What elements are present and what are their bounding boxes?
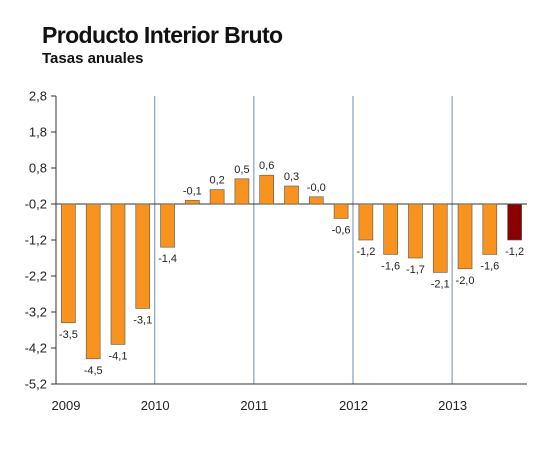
bars <box>61 174 522 360</box>
axes: 2,8 1,8 0,8 -0,2 -1,2 -2,2 -3,2 -4,2 -5,2 2009 201… <box>25 89 527 413</box>
x-year-label-2010: 2010 <box>141 398 170 413</box>
bar-5 <box>185 200 200 205</box>
bar-3 <box>135 203 151 309</box>
data-label-4: -1,4 <box>158 253 177 265</box>
data-label-7: 0,5 <box>234 164 249 176</box>
bar-14 <box>408 203 423 259</box>
data-label-12: -1,2 <box>356 246 375 258</box>
x-year-label-2011: 2011 <box>240 398 268 413</box>
data-label-15: -2,1 <box>431 278 450 290</box>
data-label-6: 0,2 <box>209 175 224 187</box>
y-tick-label-6: -3,2 <box>25 305 47 320</box>
data-label-10: -0,0 <box>307 182 326 194</box>
y-tick-label-5: -2,2 <box>25 269 47 284</box>
x-year-label-2013: 2013 <box>438 398 467 413</box>
data-label-1: -4,5 <box>84 365 103 377</box>
data-label-16: -2,0 <box>456 275 475 287</box>
data-label-3: -3,1 <box>133 314 152 326</box>
bar-4 <box>160 203 175 248</box>
y-tick-label-4: -1,2 <box>25 233 47 248</box>
data-label-17: -1,6 <box>480 260 499 272</box>
bar-7 <box>234 178 250 205</box>
data-label-14: -1,7 <box>406 264 425 276</box>
bar-12 <box>358 203 374 241</box>
bar-10 <box>308 196 324 205</box>
y-tick-label-0: 2,8 <box>29 89 47 104</box>
bar-2 <box>110 203 126 345</box>
data-labels: -3,5 -4,5 -4,1 -3,1 -1,4 -0,1 0,2 0,5 0,6 0,3 -0,0… <box>59 160 524 377</box>
data-label-8: 0,6 <box>259 160 274 172</box>
bar-18 <box>507 203 522 241</box>
bar-17 <box>482 203 498 255</box>
y-tick-label-7: -4,2 <box>25 341 47 356</box>
x-year-label-2012: 2012 <box>339 398 368 413</box>
y-tick-label-2: 0,8 <box>29 161 47 176</box>
chart-subtitle: Tasas anuales <box>42 50 144 67</box>
y-tick-label-3: -0,2 <box>25 197 47 212</box>
y-tick-label-8: -5,2 <box>25 377 47 392</box>
x-year-label-2009: 2009 <box>52 398 81 413</box>
bar-15 <box>432 203 448 273</box>
bar-6 <box>209 189 225 205</box>
data-label-0: -3,5 <box>59 329 78 341</box>
bar-16 <box>457 203 473 270</box>
bar-9 <box>284 185 299 205</box>
chart-title: Producto Interior Bruto <box>42 22 283 48</box>
year-gridlines <box>154 96 453 384</box>
data-label-5: -0,1 <box>183 185 202 197</box>
bar-0 <box>61 203 76 324</box>
bar-11 <box>333 203 349 219</box>
data-label-18: -1,2 <box>505 246 524 258</box>
data-label-11: -0,6 <box>332 224 351 236</box>
bar-1 <box>85 203 101 360</box>
y-tick-label-1: 1,8 <box>29 125 47 140</box>
bar-13 <box>383 203 398 255</box>
data-label-9: 0,3 <box>284 171 299 183</box>
data-label-13: -1,6 <box>381 260 400 272</box>
bar-8 <box>259 174 275 205</box>
data-label-2: -4,1 <box>108 350 127 362</box>
